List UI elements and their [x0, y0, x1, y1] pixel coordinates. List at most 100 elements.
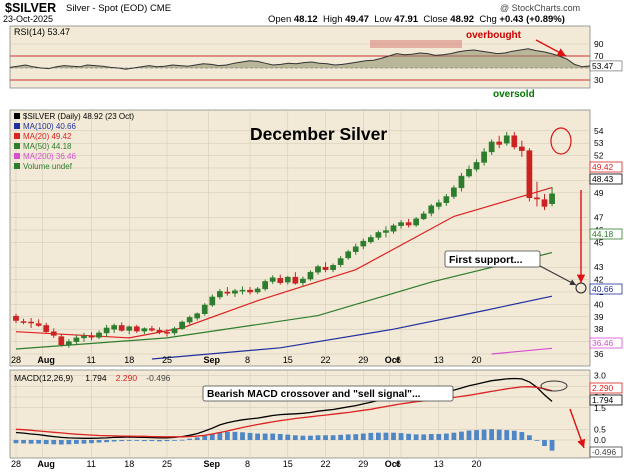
macd-histogram-bar: [141, 440, 147, 442]
macd-histogram-bar: [202, 435, 208, 440]
macd-histogram-bar: [21, 440, 26, 444]
macd-histogram-bar: [338, 434, 344, 440]
candle: [284, 276, 291, 283]
macd-histogram-bar: [247, 432, 253, 440]
macd-value-label: 1.794: [592, 395, 614, 405]
macd-histogram-bar: [428, 433, 434, 440]
x-tick-label-bottom: 11: [87, 459, 96, 469]
legend-swatch: [14, 153, 20, 159]
macd-histogram-bar: [534, 440, 540, 441]
overbought-arrow: [535, 39, 567, 57]
macd-histogram-bar: [240, 432, 245, 440]
candle: [96, 332, 102, 338]
candle: [383, 230, 389, 233]
macd-histogram-bar: [406, 433, 411, 440]
macd-legend-entry: MACD(12,26,9): [14, 373, 73, 383]
macd-value-box: [589, 446, 623, 458]
legend-swatch: [14, 133, 20, 139]
macd-histogram-bar: [262, 433, 268, 440]
macd-histogram-bar: [74, 440, 79, 444]
macd-histogram-bar: [209, 434, 215, 440]
x-tick-label-bottom: 15: [283, 459, 293, 469]
price-chart-title: December Silver: [250, 124, 387, 144]
macd-histogram-bar: [413, 434, 419, 440]
macd-value-box: [589, 394, 623, 406]
macd-tick-label: 0.0: [594, 435, 606, 445]
candle: [496, 141, 503, 145]
candle: [443, 196, 450, 203]
macd-histogram-bar: [323, 435, 328, 440]
macd-histogram-bar: [119, 440, 125, 442]
candle: [390, 225, 397, 232]
x-tick-label-bottom: 18: [124, 459, 134, 469]
candle: [194, 313, 201, 319]
price-panel: 3637383940414243454647495051525354$SILVE…: [9, 109, 623, 367]
candle: [473, 162, 480, 170]
macd-histogram-bar: [164, 440, 170, 442]
macd-histogram-bar: [398, 433, 404, 440]
candle: [269, 277, 276, 282]
macd-histogram-bar: [43, 440, 49, 445]
candle: [141, 328, 148, 332]
macd-histogram-bar: [217, 432, 223, 440]
macd-histogram-bar: [157, 440, 162, 442]
macd-histogram-bar: [421, 434, 427, 440]
macd-histogram-bar: [504, 430, 510, 440]
candle: [201, 304, 208, 314]
x-tick-label-bottom: Sep: [204, 459, 221, 469]
macd-histogram-bar: [96, 440, 102, 443]
macd-histogram-bar: [527, 435, 532, 440]
watermark: @ StockCharts.com: [500, 3, 581, 13]
macd-legend-entry: 2.290: [116, 373, 138, 383]
macd-histogram-bar: [391, 432, 396, 440]
legend-swatch: [14, 163, 20, 169]
price-label: 44.18: [592, 229, 614, 239]
candle: [534, 197, 540, 200]
macd-histogram-bar: [315, 435, 321, 440]
macd-histogram-bar: [194, 437, 200, 440]
open-value: 48.12: [293, 14, 318, 25]
candle: [209, 296, 216, 306]
x-tick-label-top: Oct: [385, 355, 400, 365]
close-label: Close: [423, 14, 448, 25]
macd-histogram-bar: [13, 440, 19, 444]
candle: [277, 278, 284, 283]
price-label: 40.66: [592, 284, 614, 294]
x-tick-label-top: 28: [11, 355, 21, 365]
macd-histogram-bar: [134, 440, 140, 441]
candle: [133, 326, 140, 332]
peak-circle: [550, 127, 572, 155]
macd-legend-entry: -0.496: [146, 373, 170, 383]
candle: [13, 315, 19, 321]
macd-histogram-bar: [51, 440, 57, 445]
candle: [526, 150, 533, 199]
macd-histogram-bar: [489, 429, 495, 440]
macd-histogram-bar: [126, 440, 132, 441]
macd-histogram-bar: [111, 440, 117, 442]
first-support-label: First support...: [449, 254, 523, 266]
candle: [300, 278, 306, 283]
chart-header: $SILVER Silver - Spot (EOD) CME 23-Oct-2…: [0, 0, 624, 25]
macd-value-label: -0.496: [592, 447, 616, 457]
candle: [511, 135, 518, 148]
price-label-box: [589, 283, 623, 295]
macd-panel: 0.00.51.52.02.53.0MACD(12,26,9)1.7942.29…: [9, 369, 623, 459]
candle: [337, 258, 344, 265]
price-tick-label: 45: [594, 237, 604, 247]
candle: [43, 325, 50, 332]
candle: [232, 290, 238, 294]
macd-histogram-bar: [28, 440, 34, 444]
candle: [247, 289, 253, 293]
x-tick-label-top: 29: [358, 355, 368, 365]
description-text: Silver - Spot (EOD): [66, 3, 148, 14]
legend-swatch: [14, 143, 20, 149]
legend-entry: MA(100) 40.66: [23, 122, 76, 131]
candle: [111, 325, 118, 330]
macd-histogram-bar: [360, 433, 366, 440]
candle: [435, 202, 442, 207]
ohlc-readout: Open 48.12 High 49.47 Low 47.91 Close 48…: [268, 14, 565, 25]
candle: [519, 146, 525, 151]
date-label: 23-Oct-2025: [3, 14, 54, 24]
rsi-legend: RSI(14) 53.47: [14, 27, 70, 37]
